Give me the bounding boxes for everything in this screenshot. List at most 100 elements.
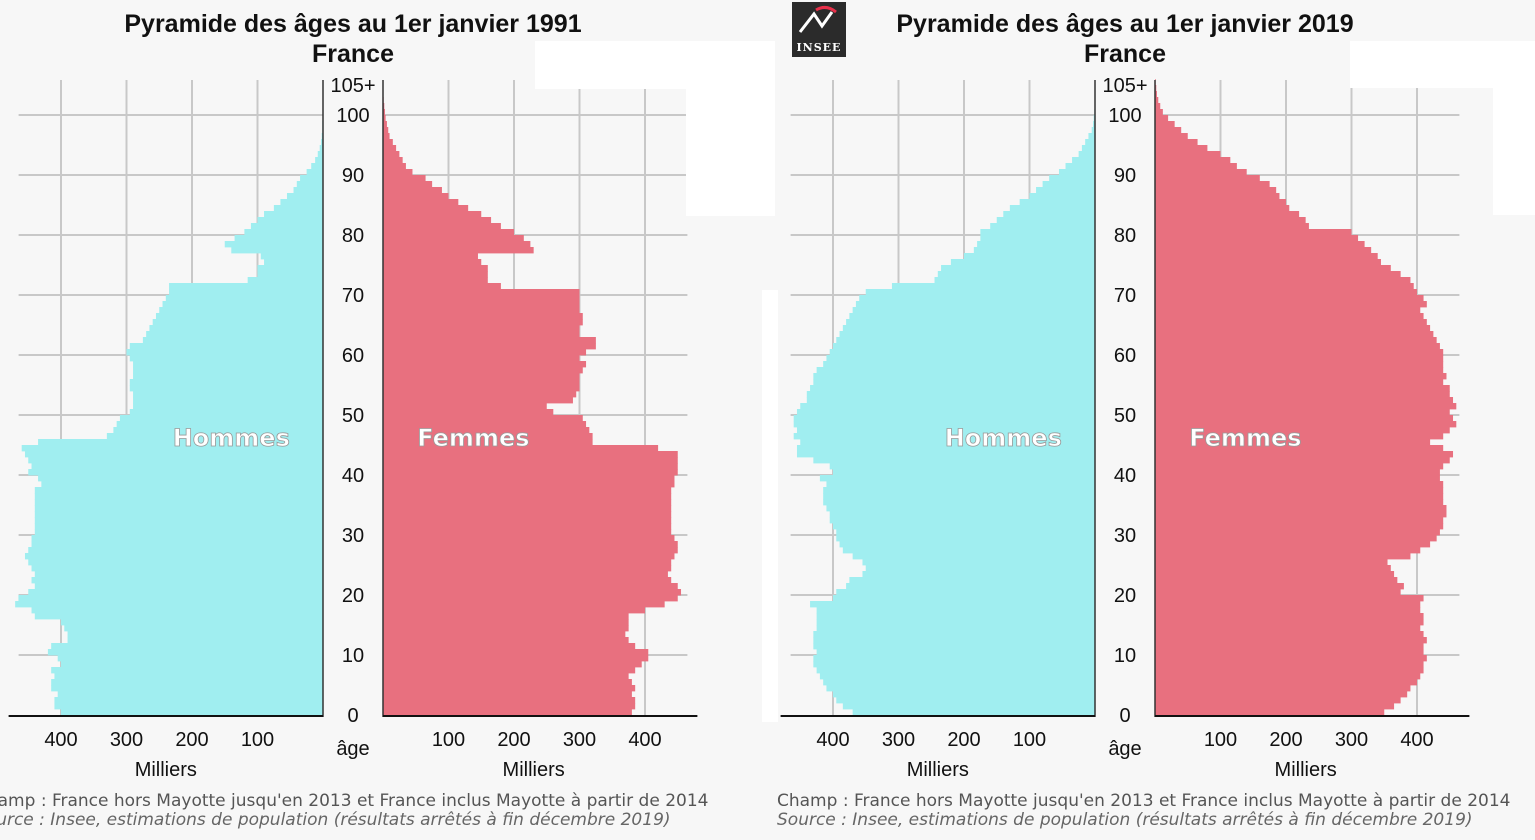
bar-hommes (826, 355, 1095, 362)
footnote-source: Source : Insee, estimations de populatio… (0, 810, 671, 830)
bar-femmes (1155, 283, 1414, 290)
bar-femmes (1155, 151, 1221, 158)
bar-hommes (18, 595, 324, 602)
bar-femmes (1155, 187, 1277, 194)
bar-femmes (1155, 553, 1411, 560)
x-tick-label: 100 (241, 729, 274, 751)
bar-femmes (383, 349, 587, 356)
x-tick-label: 400 (1400, 729, 1433, 751)
series-label-femmes: Femmes (1189, 424, 1301, 452)
bar-hommes (813, 457, 1095, 464)
age-tick-label: 105+ (1102, 75, 1147, 97)
bar-femmes (1155, 229, 1352, 236)
bar-femmes (383, 175, 426, 182)
bar-hommes (1009, 205, 1095, 212)
bar-femmes (1155, 625, 1421, 632)
blank-block (535, 41, 775, 89)
bar-femmes (1155, 181, 1270, 188)
bar-hommes (21, 445, 323, 452)
bar-femmes (383, 325, 580, 332)
bar-femmes (383, 391, 577, 398)
age-tick-label: 40 (1114, 465, 1136, 487)
bar-hommes (257, 271, 323, 278)
bar-femmes (1155, 199, 1286, 206)
bar-hommes (257, 217, 323, 224)
bar-femmes (1155, 361, 1444, 368)
bar-hommes (61, 619, 323, 626)
bar-femmes (1155, 421, 1457, 428)
bar-femmes (383, 601, 665, 608)
bar-femmes (1155, 511, 1447, 518)
bar-hommes (234, 235, 323, 242)
bar-hommes (129, 379, 323, 386)
bar-hommes (816, 667, 1095, 674)
bar-hommes (839, 541, 1095, 548)
bar-hommes (300, 175, 323, 182)
bar-femmes (383, 217, 492, 224)
x-tick-label: 300 (563, 729, 596, 751)
bar-femmes (1155, 481, 1444, 488)
bar-femmes (1155, 607, 1421, 614)
bar-hommes (1049, 175, 1095, 182)
bar-hommes (41, 481, 323, 488)
bar-hommes (31, 577, 324, 584)
bar-hommes (937, 271, 1095, 278)
age-tick-label: 0 (1119, 705, 1130, 727)
bar-femmes (1155, 613, 1424, 620)
bar-hommes (67, 631, 323, 638)
bar-hommes (51, 679, 324, 686)
bar-hommes (842, 547, 1095, 554)
bar-femmes (1155, 373, 1447, 380)
bar-hommes (852, 709, 1095, 716)
bar-hommes (169, 289, 323, 296)
bar-femmes (1155, 277, 1411, 284)
x-tick-label: 400 (44, 729, 77, 751)
bar-hommes (129, 385, 323, 392)
bar-femmes (1155, 451, 1454, 458)
bar-femmes (383, 343, 596, 350)
bar-femmes (383, 517, 672, 524)
bar-femmes (1155, 709, 1385, 716)
bar-femmes (1155, 547, 1421, 554)
bar-hommes (813, 379, 1095, 386)
bar-femmes (1155, 667, 1424, 674)
bar-femmes (383, 661, 642, 668)
bar-hommes (315, 157, 323, 164)
bar-femmes (1155, 169, 1247, 176)
bar-hommes (159, 307, 323, 314)
x-tick-label: 200 (175, 729, 208, 751)
bar-femmes (1155, 571, 1395, 578)
bar-hommes (54, 697, 323, 704)
bar-hommes (846, 319, 1095, 326)
x-tick-label: 400 (816, 729, 849, 751)
bar-femmes (1155, 157, 1231, 164)
bar-hommes (813, 643, 1095, 650)
blank-block (686, 89, 775, 216)
bar-hommes (839, 331, 1095, 338)
bar-femmes (1155, 163, 1237, 170)
bar-hommes (224, 241, 323, 248)
bar-hommes (169, 283, 323, 290)
x-tick-label: 400 (628, 729, 661, 751)
bar-hommes (31, 463, 324, 470)
bar-femmes (383, 697, 636, 704)
bar-femmes (383, 511, 672, 518)
bar-femmes (1155, 415, 1454, 422)
bar-hommes (829, 511, 1095, 518)
bar-hommes (54, 673, 323, 680)
bar-femmes (383, 607, 645, 614)
series-femmes (383, 97, 682, 716)
bar-femmes (383, 487, 672, 494)
bar-femmes (383, 559, 672, 566)
bar-hommes (1093, 121, 1095, 128)
bar-hommes (142, 337, 323, 344)
bar-hommes (133, 403, 323, 410)
age-axis-label: âge (1108, 738, 1141, 760)
bar-hommes (823, 361, 1095, 368)
bar-femmes (1155, 337, 1437, 344)
bar-femmes (383, 667, 636, 674)
bar-hommes (61, 661, 323, 668)
bar-hommes (1091, 127, 1095, 134)
bar-femmes (383, 565, 672, 572)
bar-femmes (1155, 313, 1424, 320)
